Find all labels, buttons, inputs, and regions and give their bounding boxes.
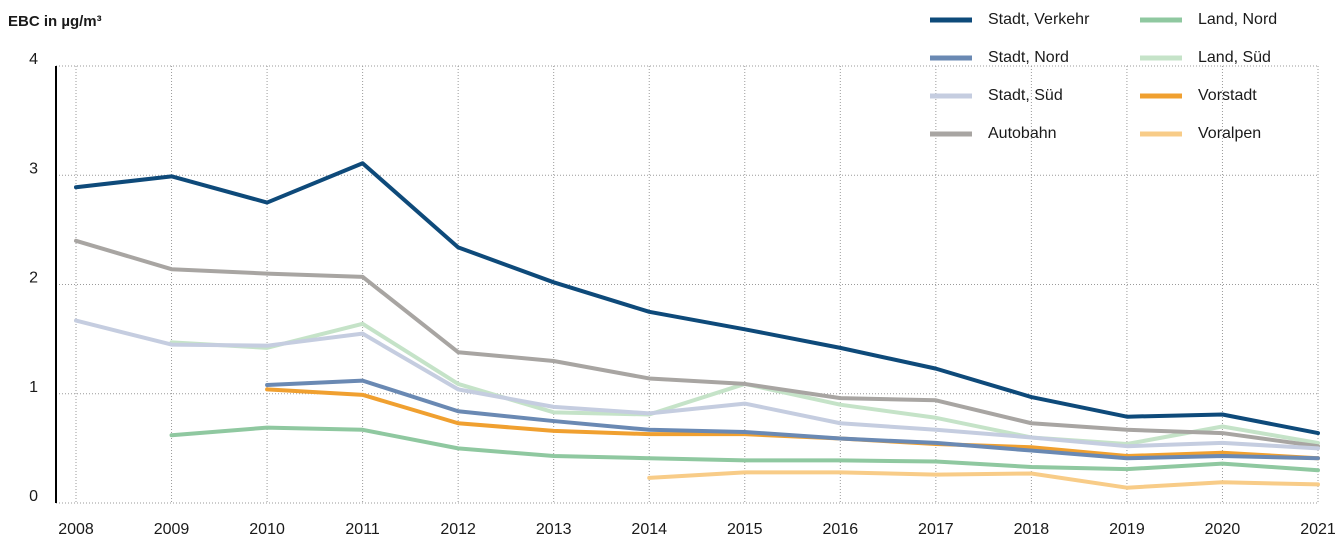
x-tick-label: 2010: [249, 521, 285, 538]
x-tick-label: 2020: [1205, 521, 1241, 538]
line-series: [265, 378, 1320, 461]
line-series: [74, 238, 1320, 449]
y-tick-label: 2: [29, 270, 38, 287]
y-tick-label: 1: [29, 379, 38, 396]
legend-label: Voralpen: [1198, 125, 1261, 142]
legend-label: Land, Nord: [1198, 11, 1277, 28]
line-series: [169, 425, 1320, 473]
x-tick-label: 2017: [918, 521, 954, 538]
x-tick-label: 2015: [727, 521, 763, 538]
legend-label: Land, Süd: [1198, 49, 1271, 66]
legend-label: Vorstadt: [1198, 87, 1257, 104]
x-tick-label: 2018: [1014, 521, 1050, 538]
x-tick-label: 2019: [1109, 521, 1145, 538]
x-tick-label: 2008: [58, 521, 94, 538]
line-series: [74, 161, 1320, 436]
y-tick-label: 0: [29, 488, 38, 505]
legend-label: Stadt, Verkehr: [988, 11, 1090, 28]
axis-title: EBC in µg/m³: [8, 13, 102, 30]
x-tick-label: 2021: [1300, 521, 1336, 538]
legend-label: Autobahn: [988, 125, 1057, 142]
line-series: [647, 470, 1320, 490]
legend-label: Stadt, Nord: [988, 49, 1069, 66]
legend-label: Stadt, Süd: [988, 87, 1063, 104]
x-tick-label: 2009: [154, 521, 190, 538]
x-tick-label: 2016: [823, 521, 859, 538]
line-series: [74, 318, 1320, 451]
x-tick-label: 2013: [536, 521, 572, 538]
x-tick-label: 2011: [345, 521, 380, 538]
x-tick-label: 2012: [440, 521, 476, 538]
y-tick-label: 3: [29, 160, 38, 177]
x-tick-label: 2014: [631, 521, 667, 538]
y-tick-label: 4: [29, 51, 38, 68]
